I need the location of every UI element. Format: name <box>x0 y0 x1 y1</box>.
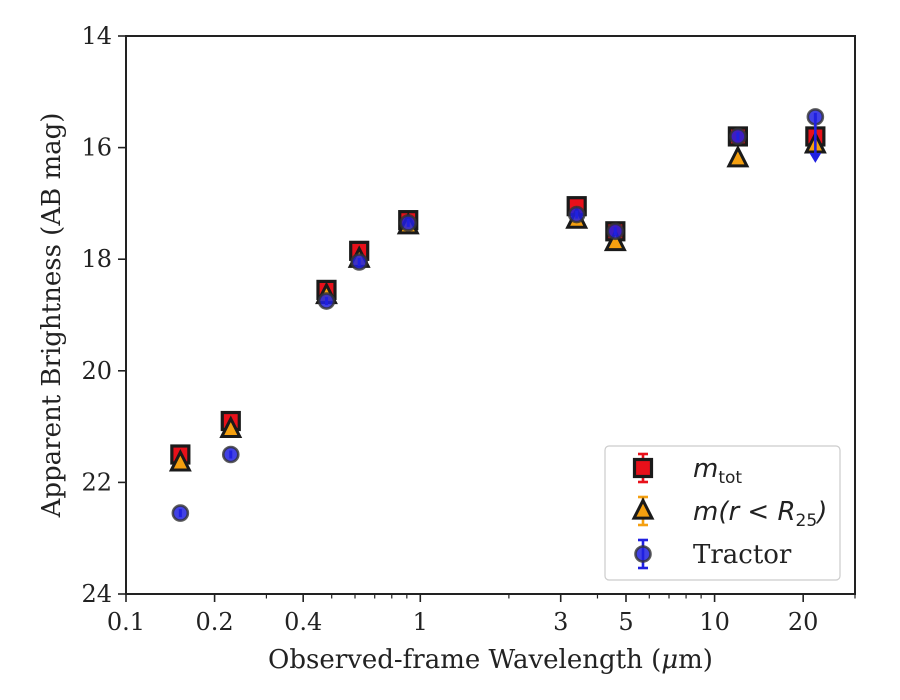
y-tick-label: 20 <box>81 357 112 385</box>
x-tick-label: 3 <box>553 608 568 636</box>
x-axis-label: Observed-frame Wavelength (μm) <box>268 645 713 675</box>
y-tick-label: 14 <box>81 22 112 50</box>
legend: mtot m(r < R25) Tractor <box>604 445 841 581</box>
legend-label-rest: ) <box>815 497 827 527</box>
series-square <box>170 126 826 465</box>
y-tick-label: 18 <box>81 245 112 273</box>
x-tick-label: 20 <box>788 608 819 636</box>
y-tick-label: 22 <box>81 468 112 496</box>
x-tick-label: 1 <box>413 608 428 636</box>
legend-label: Tractor <box>693 540 792 570</box>
x-tick-label: 10 <box>699 608 730 636</box>
x-tick-label: 0.4 <box>284 608 322 636</box>
series-triangle <box>168 130 827 472</box>
series-circle <box>171 108 825 522</box>
y-tick-label: 16 <box>81 134 112 162</box>
legend-label-sub: 25 <box>796 511 818 531</box>
legend-marker-circle <box>634 545 652 563</box>
legend-marker-triangle <box>631 497 655 520</box>
x-tick-label: 0.1 <box>107 608 145 636</box>
legend-label: mtot <box>693 454 742 488</box>
axes-frame <box>125 35 856 595</box>
legend-marker-square <box>632 457 654 479</box>
legend-label-main: m <box>693 454 718 484</box>
legend-label-sub: tot <box>718 468 742 488</box>
x-tick-label: 0.2 <box>196 608 234 636</box>
axis-ticks: 0.1 0.2 0.4 1 3 5 10 20 14 16 18 20 22 24 <box>81 22 856 636</box>
y-axis-label: Apparent Brightness (AB mag) <box>37 113 67 519</box>
legend-box <box>604 445 841 581</box>
legend-label: m(r < R25) <box>693 497 827 531</box>
y-tick-label: 24 <box>81 580 112 608</box>
upper-limit-arrow-head <box>809 152 822 163</box>
legend-label-main: m(r < R <box>693 497 796 527</box>
plot-marks <box>168 108 827 522</box>
x-tick-label: 5 <box>618 608 633 636</box>
